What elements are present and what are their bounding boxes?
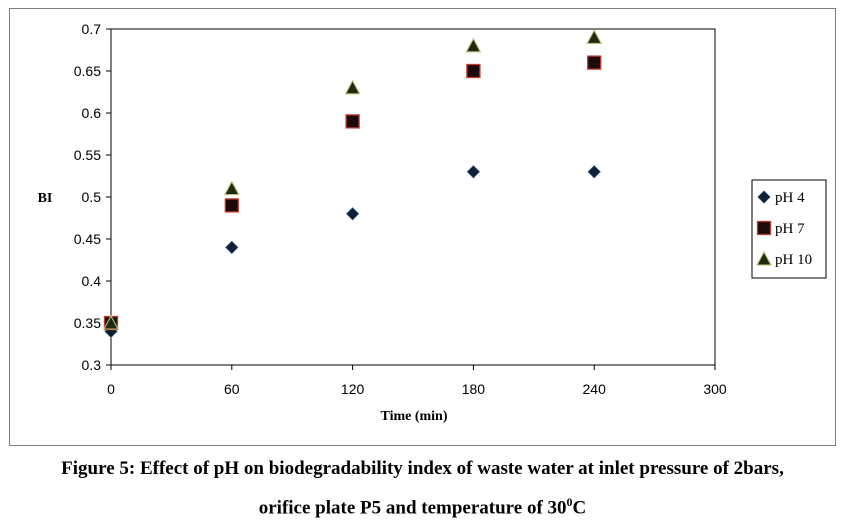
x-axis-ticks: 0 60 120 180 240 300 <box>107 365 727 397</box>
y-tick-label: 0.65 <box>74 63 101 79</box>
y-tick-label: 0.7 <box>82 21 102 37</box>
data-point <box>344 79 361 95</box>
figure-caption-line-1: Figure 5: Effect of pH on biodegradabili… <box>61 458 784 479</box>
y-tick-label: 0.4 <box>82 273 102 289</box>
x-tick-label: 180 <box>462 381 486 397</box>
plot-area <box>110 28 716 366</box>
data-point <box>587 165 601 179</box>
y-tick-label: 0.35 <box>74 315 101 331</box>
caption-line-2-text: orifice plate P5 and temperature of 30 <box>258 497 567 519</box>
data-point <box>223 180 240 196</box>
series-ph-10 <box>103 29 603 330</box>
y-tick-label: 0.6 <box>82 105 102 121</box>
legend-label: pH 7 <box>775 221 805 237</box>
legend-label: pH 4 <box>775 190 805 206</box>
plot-border <box>110 28 716 366</box>
y-axis-label: BI <box>38 191 53 206</box>
legend-label: pH 10 <box>775 252 812 268</box>
x-tick-label: 240 <box>583 381 607 397</box>
x-axis-label: Time (min) <box>380 409 447 424</box>
data-point <box>587 55 602 70</box>
x-tick-label: 0 <box>107 381 115 397</box>
x-tick-label: 120 <box>341 381 365 397</box>
data-point <box>466 165 480 179</box>
y-tick-label: 0.55 <box>74 147 101 163</box>
legend-marker <box>757 190 771 204</box>
caption-superscript: 0 <box>566 495 573 509</box>
series-ph-7 <box>103 55 602 331</box>
figure-caption-line-2: orifice plate P5 and temperature of 300C <box>0 495 845 519</box>
y-tick-label: 0.5 <box>82 189 102 205</box>
x-tick-label: 300 <box>703 381 727 397</box>
y-tick-label: 0.3 <box>82 357 102 373</box>
legend: pH 4 pH 7 pH 10 <box>751 179 827 279</box>
data-point <box>225 240 239 254</box>
data-point <box>346 207 360 221</box>
legend-marker <box>756 250 772 266</box>
data-point <box>586 29 603 44</box>
legend-marker <box>756 220 772 236</box>
caption-line-2-unit: C <box>572 497 587 519</box>
scatter-chart: 0.3 0.35 0.4 0.45 0.5 0.55 0.6 0.65 0.7 0 60 120 18… <box>38 21 827 424</box>
data-point <box>466 63 481 79</box>
y-tick-label: 0.45 <box>74 231 101 247</box>
series-ph-4 <box>104 165 601 338</box>
data-point <box>224 198 239 213</box>
data-point <box>465 37 482 53</box>
chart-frame <box>9 8 836 446</box>
x-tick-label: 60 <box>224 381 240 397</box>
y-axis-ticks: 0.3 0.35 0.4 0.45 0.5 0.55 0.6 0.65 0.7 <box>74 21 111 373</box>
data-point <box>345 114 360 129</box>
series-layer <box>103 29 603 338</box>
data-point <box>103 314 119 330</box>
